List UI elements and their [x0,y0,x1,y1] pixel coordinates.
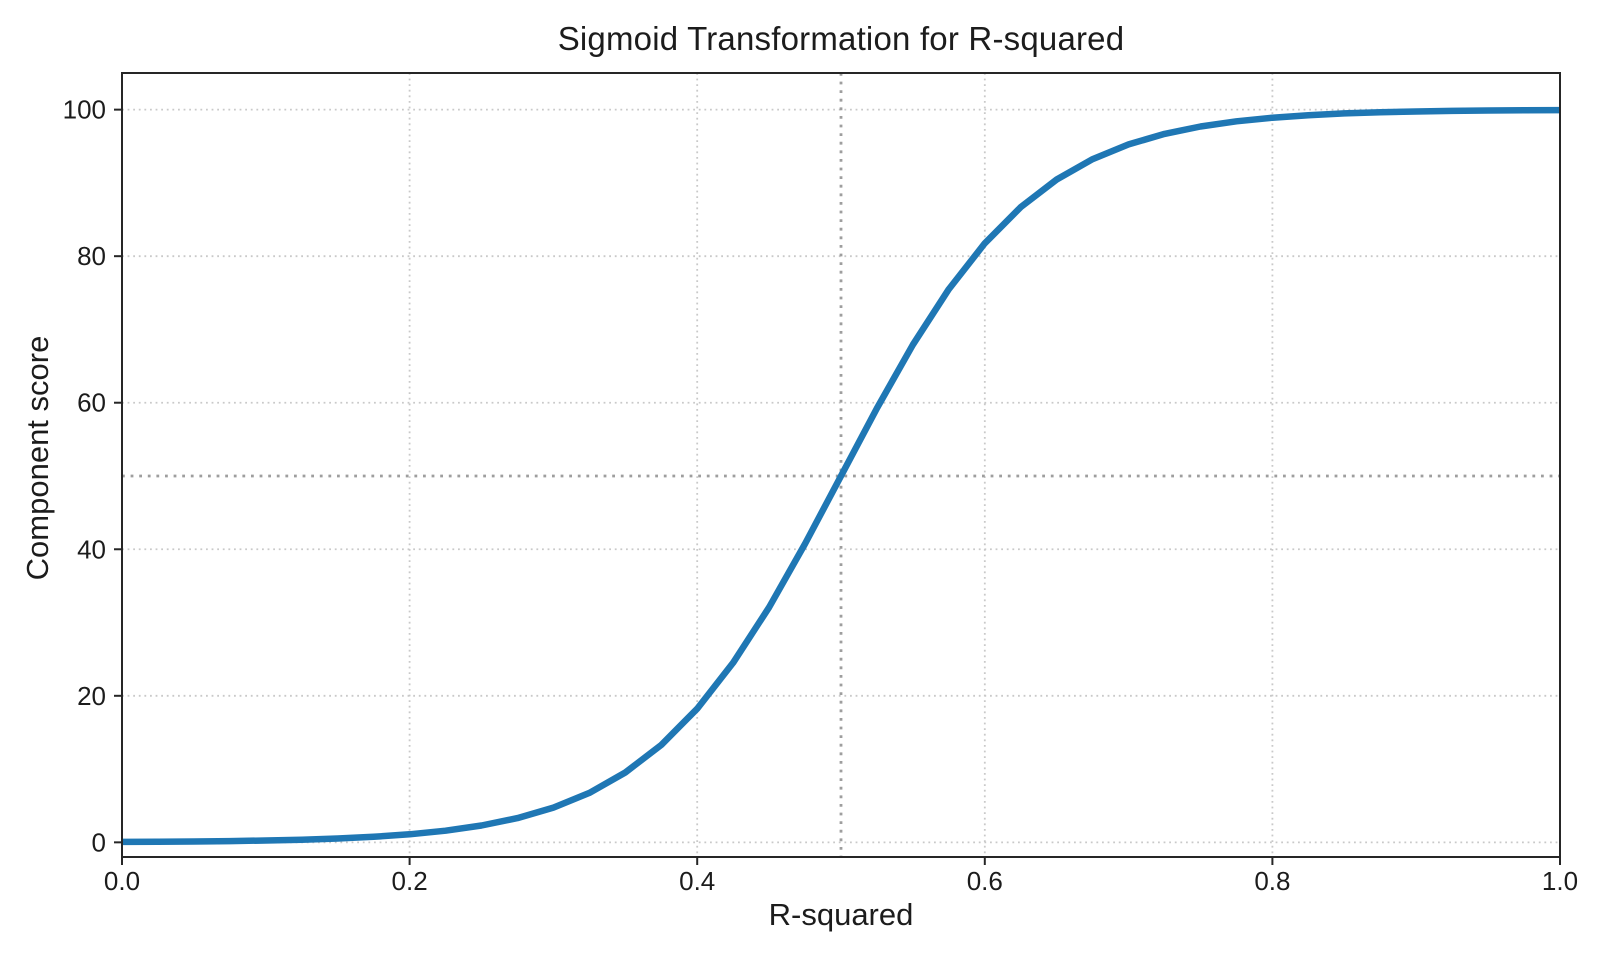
y-tick-label: 100 [63,95,106,125]
x-tick-label: 1.0 [1542,866,1578,896]
y-tick-label: 60 [77,388,106,418]
y-tick-label: 40 [77,534,106,564]
y-tick-label: 0 [92,827,106,857]
x-tick-label: 0.4 [679,866,715,896]
sigmoid-curve [121,106,1561,846]
x-axis-label: R-squared [768,897,914,932]
x-tick-label: 0.2 [392,866,428,896]
axes-spines [121,72,1561,858]
x-tick-label: 0.6 [967,866,1003,896]
y-tick-label: 20 [77,681,106,711]
x-tick-label: 0.0 [104,866,140,896]
chart-title: Sigmoid Transformation for R-squared [557,20,1125,57]
y-tick-label: 80 [77,241,106,271]
x-tick-label: 0.8 [1254,866,1290,896]
